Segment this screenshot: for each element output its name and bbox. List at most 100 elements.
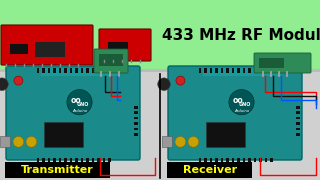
FancyBboxPatch shape [6, 66, 140, 160]
Text: UNO: UNO [238, 102, 250, 107]
Bar [42, 158, 44, 162]
Text: Transmitter: Transmitter [20, 165, 93, 175]
Circle shape [26, 136, 37, 147]
Bar [5, 162, 110, 178]
Bar [203, 68, 281, 76]
Bar [86, 68, 89, 73]
Bar [48, 158, 50, 162]
Text: Arduino: Arduino [72, 109, 87, 113]
Bar [248, 158, 251, 162]
Bar [103, 68, 105, 73]
Bar [108, 158, 111, 162]
Bar [48, 68, 50, 73]
Bar [92, 68, 94, 73]
Bar [296, 133, 300, 136]
Bar [53, 158, 56, 162]
Bar [226, 68, 228, 73]
FancyBboxPatch shape [1, 25, 93, 65]
Bar [210, 68, 212, 73]
Bar [215, 158, 218, 162]
Bar [108, 68, 111, 73]
Bar [70, 68, 72, 73]
Bar [53, 68, 56, 73]
Bar [162, 136, 172, 147]
Bar [10, 44, 28, 54]
Bar [206, 122, 245, 147]
Bar [42, 68, 44, 73]
Bar [99, 54, 123, 66]
Bar [81, 68, 83, 73]
Bar [64, 158, 67, 162]
Bar [108, 42, 128, 54]
Bar [59, 68, 61, 73]
Bar [220, 68, 223, 73]
Bar [81, 158, 83, 162]
FancyBboxPatch shape [168, 66, 302, 160]
Bar [167, 162, 252, 178]
Circle shape [175, 136, 186, 147]
Bar [64, 68, 67, 73]
FancyBboxPatch shape [99, 29, 151, 61]
Circle shape [188, 136, 199, 147]
Circle shape [158, 78, 170, 91]
Text: oo: oo [70, 96, 81, 105]
Bar [44, 122, 84, 147]
Bar [215, 68, 218, 73]
Text: oo: oo [233, 96, 243, 105]
Bar [75, 158, 77, 162]
Circle shape [176, 76, 185, 85]
Bar [59, 158, 61, 162]
Bar [232, 68, 234, 73]
Bar [265, 68, 267, 73]
Bar [134, 122, 138, 125]
Bar [296, 117, 300, 119]
Bar [36, 68, 39, 73]
Text: Arduino: Arduino [234, 109, 249, 113]
Circle shape [14, 76, 23, 85]
Bar [210, 158, 212, 162]
Bar [97, 68, 100, 73]
Bar [103, 158, 105, 162]
Bar [259, 158, 262, 162]
Bar [296, 106, 300, 109]
Circle shape [229, 90, 254, 115]
Bar [248, 68, 251, 73]
Bar [237, 158, 240, 162]
Bar [259, 68, 262, 73]
Bar [270, 158, 273, 162]
Bar [253, 68, 256, 73]
Bar [0, 69, 320, 72]
Bar [226, 158, 228, 162]
Bar [265, 158, 267, 162]
Bar [41, 68, 118, 76]
Bar [75, 68, 77, 73]
Text: 433 MHz RF Module: 433 MHz RF Module [162, 28, 320, 44]
Bar [296, 122, 300, 125]
Bar [259, 58, 284, 68]
Bar [70, 158, 72, 162]
Bar [296, 128, 300, 130]
FancyBboxPatch shape [254, 53, 311, 73]
Circle shape [0, 78, 8, 91]
Bar [243, 68, 245, 73]
Bar [243, 158, 245, 162]
Bar [97, 158, 100, 162]
Bar [296, 111, 300, 114]
Bar [0, 0, 320, 72]
Bar [220, 158, 223, 162]
Bar [237, 68, 240, 73]
Bar [204, 68, 207, 73]
Bar [134, 106, 138, 109]
Text: UNO: UNO [76, 102, 88, 107]
Bar [232, 158, 234, 162]
Bar [270, 68, 273, 73]
Bar [86, 158, 89, 162]
Bar [199, 158, 201, 162]
Bar [204, 158, 207, 162]
Bar [35, 42, 65, 57]
Bar [199, 68, 201, 73]
Bar [134, 133, 138, 136]
Bar [92, 158, 94, 162]
Bar [134, 117, 138, 119]
Text: Receiver: Receiver [183, 165, 237, 175]
